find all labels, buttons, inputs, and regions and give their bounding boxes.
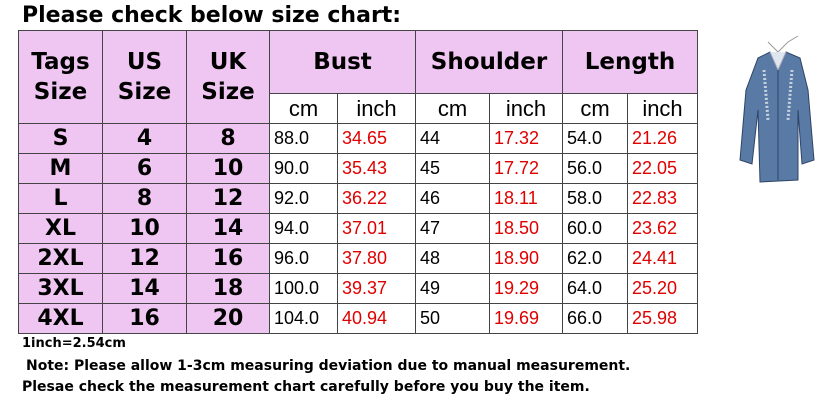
inch-cell: 22.05 bbox=[627, 153, 698, 184]
cm-cell: 45 bbox=[415, 153, 490, 184]
cm-cell: 92.0 bbox=[269, 183, 338, 214]
conversion-note: 1inch=2.54cm bbox=[22, 336, 126, 351]
unit-cell: cm bbox=[562, 93, 628, 124]
inch-cell: 22.83 bbox=[627, 183, 698, 214]
cm-cell: 50 bbox=[415, 303, 490, 334]
cm-cell: 60.0 bbox=[562, 213, 628, 244]
size-cell: 4XL bbox=[18, 303, 103, 334]
inch-cell: 40.94 bbox=[337, 303, 416, 334]
table-row: 4XL 16 20 104.0 40.94 50 19.69 66.0 25.98 bbox=[18, 303, 698, 334]
inch-cell: 24.41 bbox=[627, 243, 698, 274]
size-cell: 20 bbox=[186, 303, 270, 334]
inch-cell: 37.01 bbox=[337, 213, 416, 244]
inch-cell: 36.22 bbox=[337, 183, 416, 214]
size-cell: 12 bbox=[102, 243, 187, 274]
size-cell: 4 bbox=[102, 123, 187, 154]
size-cell: 12 bbox=[186, 183, 270, 214]
cm-cell: 66.0 bbox=[562, 303, 628, 334]
deviation-note: Note: Please allow 1-3cm measuring devia… bbox=[26, 358, 631, 374]
cm-cell: 56.0 bbox=[562, 153, 628, 184]
cm-cell: 96.0 bbox=[269, 243, 338, 274]
cm-cell: 62.0 bbox=[562, 243, 628, 274]
inch-cell: 37.80 bbox=[337, 243, 416, 274]
cm-cell: 46 bbox=[415, 183, 490, 214]
cm-cell: 64.0 bbox=[562, 273, 628, 304]
size-table: Tags Size US Size UK Size Bust Shoulder Lengt… bbox=[18, 30, 698, 334]
inch-cell: 39.37 bbox=[337, 273, 416, 304]
inch-cell: 25.98 bbox=[627, 303, 698, 334]
cm-cell: 104.0 bbox=[269, 303, 338, 334]
size-cell: 10 bbox=[102, 213, 187, 244]
unit-cell: inch bbox=[627, 93, 698, 124]
inch-cell: 25.20 bbox=[627, 273, 698, 304]
size-cell: 6 bbox=[102, 153, 187, 184]
size-cell: 18 bbox=[186, 273, 270, 304]
header-cell: Length bbox=[562, 30, 698, 94]
cm-cell: 47 bbox=[415, 213, 490, 244]
header-cell: Bust bbox=[269, 30, 416, 94]
header-cell: Shoulder bbox=[415, 30, 563, 94]
cm-cell: 58.0 bbox=[562, 183, 628, 214]
inch-cell: 18.11 bbox=[489, 183, 563, 214]
unit-cell: cm bbox=[269, 93, 338, 124]
cm-cell: 44 bbox=[415, 123, 490, 154]
table-row: M 6 10 90.0 35.43 45 17.72 56.0 22.05 bbox=[18, 153, 698, 184]
check-note: Plesae check the measurement chart caref… bbox=[22, 379, 590, 395]
inch-cell: 18.50 bbox=[489, 213, 563, 244]
cm-cell: 100.0 bbox=[269, 273, 338, 304]
cm-cell: 54.0 bbox=[562, 123, 628, 154]
size-cell: M bbox=[18, 153, 103, 184]
inch-cell: 35.43 bbox=[337, 153, 416, 184]
size-cell: L bbox=[18, 183, 103, 214]
header-cell: Tags Size bbox=[18, 30, 103, 124]
size-cell: S bbox=[18, 123, 103, 154]
table-row: XL 10 14 94.0 37.01 47 18.50 60.0 23.62 bbox=[18, 213, 698, 244]
table-row: cm inch cm inch cm inch bbox=[19, 93, 698, 124]
title: Please check below size chart: bbox=[22, 3, 402, 28]
table-row: Tags Size US Size UK Size Bust Shoulder Lengt… bbox=[18, 30, 698, 124]
table-row: L 8 12 92.0 36.22 46 18.11 58.0 22.83 bbox=[18, 183, 698, 214]
cm-cell: 90.0 bbox=[269, 153, 338, 184]
header-cell: UK Size bbox=[186, 30, 270, 124]
table-row: 3XL 14 18 100.0 39.37 49 19.29 64.0 25.20 bbox=[18, 273, 698, 304]
unit-cell: cm bbox=[415, 93, 490, 124]
size-cell: 16 bbox=[186, 243, 270, 274]
size-cell: 14 bbox=[102, 273, 187, 304]
inch-cell: 18.90 bbox=[489, 243, 563, 274]
cm-cell: 88.0 bbox=[269, 123, 338, 154]
cm-cell: 49 bbox=[415, 273, 490, 304]
size-cell: 3XL bbox=[18, 273, 103, 304]
inch-cell: 34.65 bbox=[337, 123, 416, 154]
size-cell: 2XL bbox=[18, 243, 103, 274]
header-cell: US Size bbox=[102, 30, 187, 124]
inch-cell: 21.26 bbox=[627, 123, 698, 154]
size-cell: 10 bbox=[186, 153, 270, 184]
cm-cell: 94.0 bbox=[269, 213, 338, 244]
unit-cell: inch bbox=[489, 93, 563, 124]
cm-cell: 48 bbox=[415, 243, 490, 274]
unit-cell: inch bbox=[337, 93, 416, 124]
inch-cell: 23.62 bbox=[627, 213, 698, 244]
size-cell: 8 bbox=[102, 183, 187, 214]
size-cell: XL bbox=[18, 213, 103, 244]
table-row: 2XL 12 16 96.0 37.80 48 18.90 62.0 24.41 bbox=[18, 243, 698, 274]
inch-cell: 19.69 bbox=[489, 303, 563, 334]
size-cell: 14 bbox=[186, 213, 270, 244]
inch-cell: 17.72 bbox=[489, 153, 563, 184]
table-row: S 4 8 88.0 34.65 44 17.32 54.0 21.26 bbox=[18, 123, 698, 154]
inch-cell: 19.29 bbox=[489, 273, 563, 304]
size-cell: 8 bbox=[186, 123, 270, 154]
size-cell: 16 bbox=[102, 303, 187, 334]
jacket-image bbox=[728, 30, 828, 205]
inch-cell: 17.32 bbox=[489, 123, 563, 154]
